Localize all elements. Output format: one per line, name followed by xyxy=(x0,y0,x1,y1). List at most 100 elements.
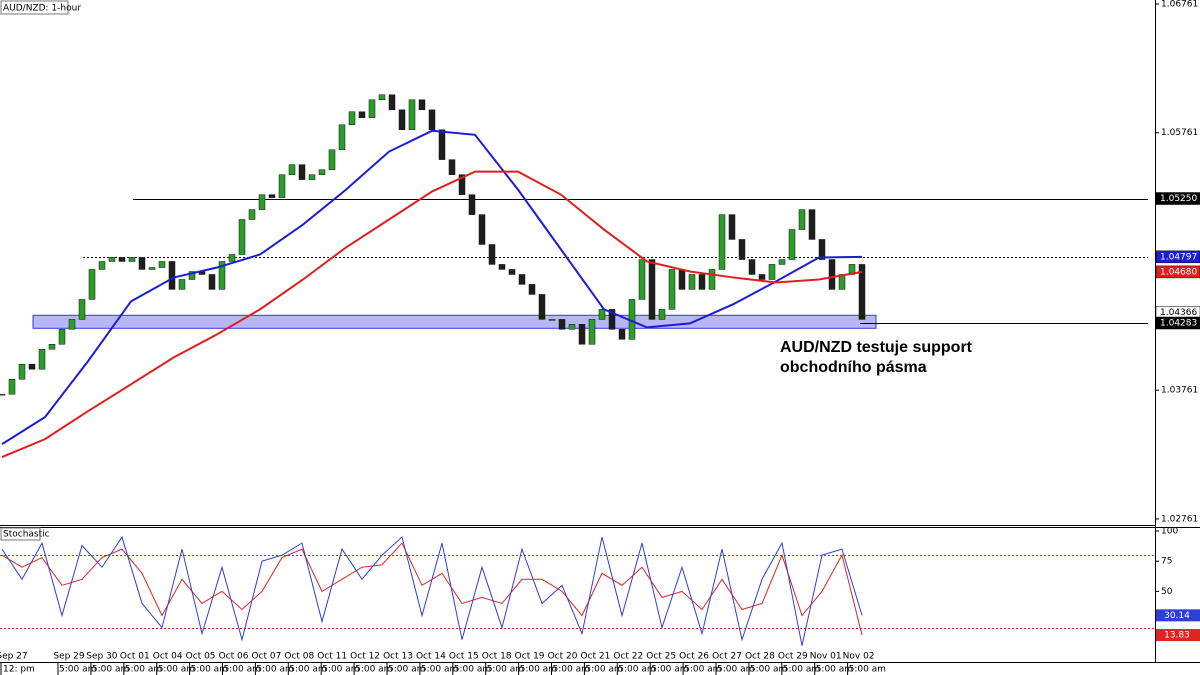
x-time-label: 5:00 am xyxy=(783,665,820,675)
x-time-label: 5:00 am xyxy=(191,665,228,675)
candle xyxy=(108,257,116,262)
x-time-label: 5:00 am xyxy=(256,665,293,675)
y-tick-label: 1.06761 xyxy=(1161,0,1198,9)
candle xyxy=(708,269,716,290)
candle xyxy=(728,214,736,240)
x-date-label: Nov 02 xyxy=(843,652,875,662)
candle xyxy=(368,99,376,119)
candle xyxy=(38,349,46,370)
x-time-label: 5:00 am xyxy=(520,665,557,675)
x-date-label: Sep 27 xyxy=(0,652,28,662)
candle xyxy=(278,174,286,198)
value-badge-label: 13.83 xyxy=(1164,631,1190,641)
y-tick-label: 75 xyxy=(1161,557,1172,567)
candle xyxy=(418,99,426,111)
candle xyxy=(158,261,166,268)
candle xyxy=(178,279,186,290)
candle xyxy=(598,309,606,320)
candle xyxy=(578,324,586,345)
x-time-label: 5:00 am xyxy=(816,665,853,675)
candle xyxy=(48,343,56,350)
x-date-label: Sep 29 xyxy=(53,652,85,662)
candle xyxy=(798,209,806,230)
oscillator-line xyxy=(1,535,863,646)
candle xyxy=(428,109,436,131)
x-time-label: 5:00 am xyxy=(684,665,721,675)
candle xyxy=(168,261,176,290)
candle xyxy=(528,284,536,295)
value-badge-label: 30.14 xyxy=(1164,611,1190,621)
x-date-label: Oct 15 xyxy=(449,652,479,662)
candle xyxy=(348,111,356,125)
candle xyxy=(788,229,796,260)
candle xyxy=(558,319,566,330)
moving-average xyxy=(1,129,863,445)
moving-average xyxy=(1,170,863,458)
candle xyxy=(68,319,76,330)
x-time-label: 5:00 am xyxy=(849,665,886,675)
price-badge xyxy=(1155,265,1200,279)
candle xyxy=(478,214,486,245)
y-tick-label: 50 xyxy=(1161,587,1173,597)
candle xyxy=(308,174,316,180)
x-time-label: 5:00 am xyxy=(388,665,425,675)
x-time-label: 5:00 am xyxy=(158,665,195,675)
candle xyxy=(28,363,36,370)
y-tick-label: 100 xyxy=(1161,527,1178,537)
y-tick-label: 1.05761 xyxy=(1161,128,1198,138)
candle xyxy=(258,194,266,210)
candle xyxy=(378,94,386,101)
x-time-label: 5:00 am xyxy=(553,665,590,675)
x-time-label: 5:00 am xyxy=(717,665,754,675)
x-date-label: Oct 20 xyxy=(548,652,578,662)
candle xyxy=(518,274,526,285)
candle xyxy=(768,264,776,280)
candle xyxy=(298,164,306,180)
x-time-label: 5:00 am xyxy=(224,665,261,675)
candle xyxy=(0,393,6,396)
candle xyxy=(828,259,836,290)
candle xyxy=(98,261,106,270)
x-date-label: Oct 08 xyxy=(284,652,314,662)
candle xyxy=(678,269,686,290)
candle xyxy=(698,274,706,290)
price-badge-label: 1.04283 xyxy=(1160,319,1197,329)
y-tick-label: 1.03761 xyxy=(1161,386,1198,396)
candle xyxy=(508,269,516,275)
x-time-label: 5:00 am xyxy=(651,665,688,675)
indicator-title: Stochastic xyxy=(3,530,50,540)
candle xyxy=(218,261,226,290)
candle xyxy=(778,259,786,265)
candle xyxy=(228,254,236,262)
candle xyxy=(638,259,646,300)
x-date-label: Oct 06 xyxy=(219,652,249,662)
x-date-label: Oct 07 xyxy=(251,652,281,662)
x-time-label: 5:00 am xyxy=(487,665,524,675)
x-time-label: 5:00 am xyxy=(618,665,655,675)
candle xyxy=(118,257,126,262)
value-badge xyxy=(1156,629,1200,642)
candle xyxy=(58,329,66,345)
candle xyxy=(138,257,146,270)
x-date-label: Oct 12 xyxy=(350,652,380,662)
candle xyxy=(458,174,466,195)
candle xyxy=(268,194,276,198)
candle xyxy=(488,244,496,265)
x-time-label: 12: pm xyxy=(3,665,35,675)
x-date-label: Oct 26 xyxy=(679,652,709,662)
x-time-label: 5:00 am xyxy=(92,665,129,675)
candle xyxy=(18,363,26,380)
candle xyxy=(8,379,16,395)
x-time-label: 5:00 am xyxy=(355,665,392,675)
candle xyxy=(658,309,666,320)
x-date-label: Oct 18 xyxy=(482,652,512,662)
candle xyxy=(748,259,756,275)
chart-title: AUD/NZD: 1-hour xyxy=(3,4,81,14)
candle xyxy=(88,269,96,300)
candle xyxy=(358,111,366,119)
x-date-label: Oct 25 xyxy=(646,652,676,662)
x-date-label: Oct 13 xyxy=(383,652,413,662)
candle xyxy=(588,319,596,345)
candle xyxy=(208,274,216,290)
